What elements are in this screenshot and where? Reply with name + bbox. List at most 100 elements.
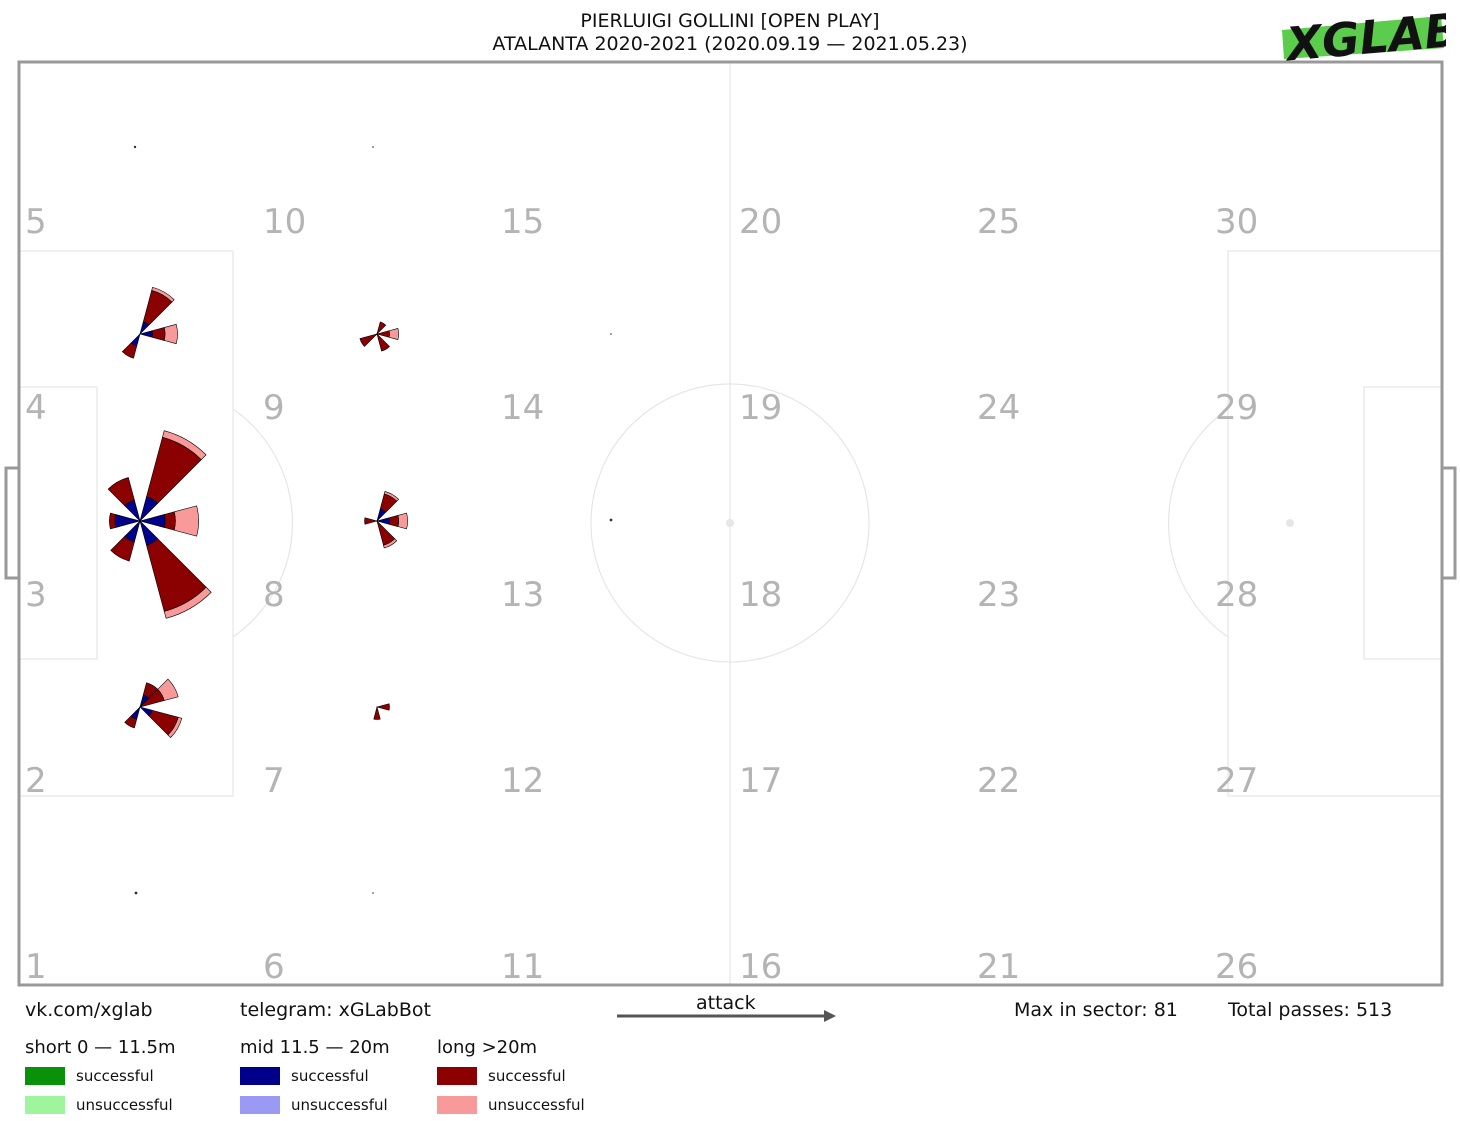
sector-number-6: 6 xyxy=(263,947,285,987)
sector-number-4: 4 xyxy=(25,388,47,428)
right-penalty-box xyxy=(1227,250,1443,797)
sector-number-1: 1 xyxy=(25,947,47,987)
rose-9-wedge-3-long-successful xyxy=(359,333,379,347)
chart-title: PIERLUIGI GOLLINI [OPEN PLAY] ATALANTA 2… xyxy=(0,10,1460,56)
max-in-sector: Max in sector: 81 xyxy=(1014,999,1178,1021)
sector-number-13: 13 xyxy=(501,575,544,615)
rose-4-wedge-1-long-successful xyxy=(151,327,166,341)
center-spot xyxy=(726,519,734,527)
sector-number-26: 26 xyxy=(1215,947,1258,987)
sector-number-7: 7 xyxy=(263,761,285,801)
legend-short-successful-swatch xyxy=(25,1067,65,1085)
rose-3-wedge-0-mid-successful xyxy=(139,496,159,523)
sector-dot-14 xyxy=(610,333,612,335)
rose-3-wedge-2-long-unsuccessful xyxy=(173,505,199,537)
vk-link[interactable]: vk.com/xglab xyxy=(25,999,153,1021)
attack-label: attack xyxy=(696,992,756,1014)
sector-number-10: 10 xyxy=(263,202,306,242)
rose-3-wedge-1-mid-successful xyxy=(124,499,141,523)
sector-number-20: 20 xyxy=(739,202,782,242)
pass-roses xyxy=(107,286,408,739)
rose-3-wedge-5-mid-successful xyxy=(114,514,142,528)
rose-8-wedge-1-long-successful xyxy=(388,515,399,527)
rose-2-wedge-2-mid-successful xyxy=(138,706,153,717)
right-penalty-arc xyxy=(1167,408,1229,638)
rose-3-wedge-2-long-successful xyxy=(163,511,176,531)
sector-number-14: 14 xyxy=(501,388,544,428)
rose-4-wedge-1-long-unsuccessful xyxy=(163,323,178,345)
logo-green-band xyxy=(1282,16,1444,59)
sector-number-30: 30 xyxy=(1215,202,1258,242)
rose-4-wedge-1-mid-successful xyxy=(138,330,153,338)
right-goal xyxy=(1440,466,1457,580)
legend-mid-successful-swatch xyxy=(240,1067,280,1085)
sector-number-24: 24 xyxy=(977,388,1020,428)
rose-3-wedge-3-mid-successful xyxy=(139,519,159,546)
rose-3-wedge-2-mid-successful xyxy=(138,514,166,528)
sector-number-29: 29 xyxy=(1215,388,1258,428)
sector-number-16: 16 xyxy=(739,947,782,987)
telegram-link[interactable]: telegram: xGLabBot xyxy=(240,999,431,1021)
sector-number-25: 25 xyxy=(977,202,1020,242)
left-goal xyxy=(4,466,21,580)
legend-long-unsuccessful-label: unsuccessful xyxy=(488,1096,585,1114)
rose-3-wedge-4-mid-successful xyxy=(124,519,141,543)
sector-number-2: 2 xyxy=(25,761,47,801)
legend-long-title: long >20m xyxy=(437,1037,538,1058)
legend-short-unsuccessful-swatch xyxy=(25,1096,65,1114)
sector-number-22: 22 xyxy=(977,761,1020,801)
sector-number-17: 17 xyxy=(739,761,782,801)
attack-arrow xyxy=(617,1010,836,1022)
sector-number-21: 21 xyxy=(977,947,1020,987)
rose-9-wedge-2-long-successful xyxy=(376,332,390,352)
rose-8-wedge-1-mid-successful xyxy=(375,517,390,525)
rose-9-wedge-1-long-successful xyxy=(375,330,390,338)
rose-8-wedge-3-long-successful xyxy=(364,517,379,525)
rose-8-wedge-1-long-unsuccessful xyxy=(397,512,408,530)
legend-mid-unsuccessful-swatch xyxy=(240,1096,280,1114)
legend-short-title: short 0 — 11.5m xyxy=(25,1037,176,1058)
sector-number-5: 5 xyxy=(25,202,47,242)
sector-dot-1 xyxy=(134,891,138,895)
sector-dot-10 xyxy=(372,146,374,148)
rose-4-wedge-0-mid-successful xyxy=(139,321,150,336)
rose-9-wedge-1-long-unsuccessful xyxy=(388,328,399,340)
sector-dots xyxy=(133,145,613,895)
rose-8-wedge-2-long-successful xyxy=(376,519,396,546)
sector-number-3: 3 xyxy=(25,575,47,615)
sector-dot-6 xyxy=(372,892,374,894)
chart-title-line2: ATALANTA 2020-2021 (2020.09.19 — 2021.05… xyxy=(492,33,968,55)
rose-9-wedge-0-long-successful xyxy=(376,321,387,336)
legend-mid-successful-label: successful xyxy=(291,1067,369,1085)
rose-2-wedge-3-mid-successful xyxy=(130,705,141,720)
legend-mid-unsuccessful-label: unsuccessful xyxy=(291,1096,388,1114)
legend-mid-title: mid 11.5 — 20m xyxy=(240,1037,390,1058)
rose-7-wedge-0-long-successful xyxy=(375,703,390,711)
right-penalty-spot xyxy=(1286,519,1294,527)
legend-long-unsuccessful-swatch xyxy=(437,1096,477,1114)
sector-number-27: 27 xyxy=(1215,761,1258,801)
right-six-yard-box xyxy=(1363,386,1443,660)
sector-number-23: 23 xyxy=(977,575,1020,615)
sector-number-9: 9 xyxy=(263,388,285,428)
sector-number-18: 18 xyxy=(739,575,782,615)
legend-long-successful-swatch xyxy=(437,1067,477,1085)
legend-short-unsuccessful-label: unsuccessful xyxy=(76,1096,173,1114)
total-passes: Total passes: 513 xyxy=(1228,999,1393,1021)
center-circle xyxy=(590,383,870,663)
legend-short-successful-label: successful xyxy=(76,1067,154,1085)
xglab-logo: XGLAB xyxy=(1281,4,1446,62)
rose-8-wedge-0-mid-successful xyxy=(376,508,387,523)
sector-dot-5 xyxy=(133,145,137,149)
sector-number-28: 28 xyxy=(1215,575,1258,615)
sector-number-19: 19 xyxy=(739,388,782,428)
sector-number-8: 8 xyxy=(263,575,285,615)
sector-number-11: 11 xyxy=(501,947,544,987)
rose-4-wedge-3-mid-successful xyxy=(130,332,141,347)
left-penalty-arc xyxy=(232,408,294,638)
sector-number-15: 15 xyxy=(501,202,544,242)
pitch-lines xyxy=(4,60,1457,987)
rose-7-wedge-1-long-successful xyxy=(373,705,381,720)
sector-number-12: 12 xyxy=(501,761,544,801)
